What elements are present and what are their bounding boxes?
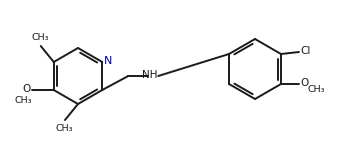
Text: CH₃: CH₃ [55,124,73,133]
Text: CH₃: CH₃ [14,96,31,105]
Text: Cl: Cl [300,46,310,56]
Text: CH₃: CH₃ [31,33,49,42]
Text: N: N [104,56,112,66]
Text: CH₃: CH₃ [308,85,326,93]
Text: NH: NH [142,70,158,80]
Text: O: O [300,78,308,88]
Text: O: O [22,84,31,94]
